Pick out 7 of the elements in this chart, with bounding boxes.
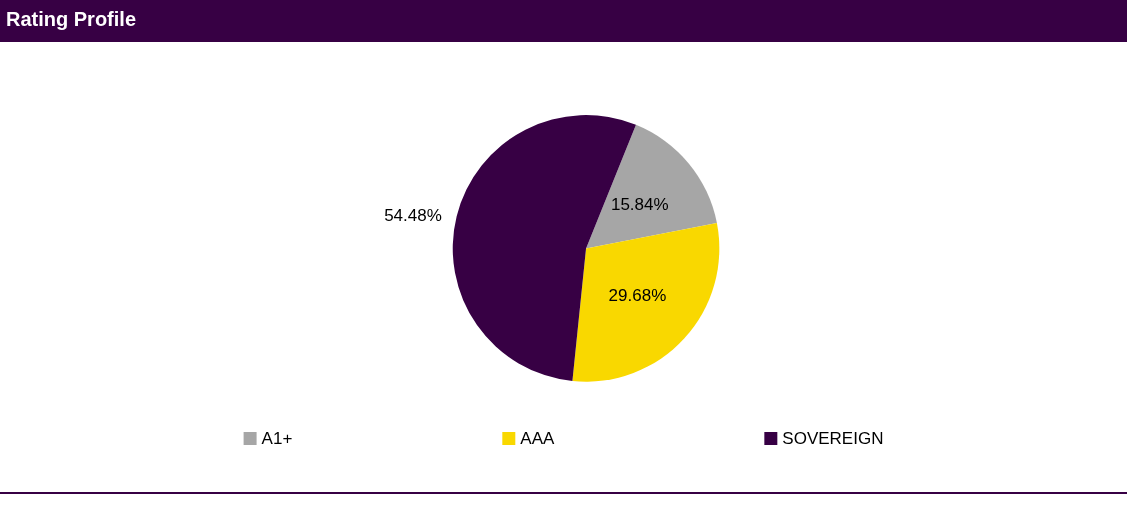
text: Rating Profile	[0, 0, 1127, 42]
data-label: 15.84%	[610, 194, 669, 214]
legend-label: A1+	[261, 429, 293, 448]
data-label: 29.68%	[608, 285, 667, 305]
legend-label: AAA	[520, 429, 555, 448]
legend-label: SOVEREIGN	[782, 429, 884, 448]
data-label: 54.48%	[384, 205, 442, 225]
